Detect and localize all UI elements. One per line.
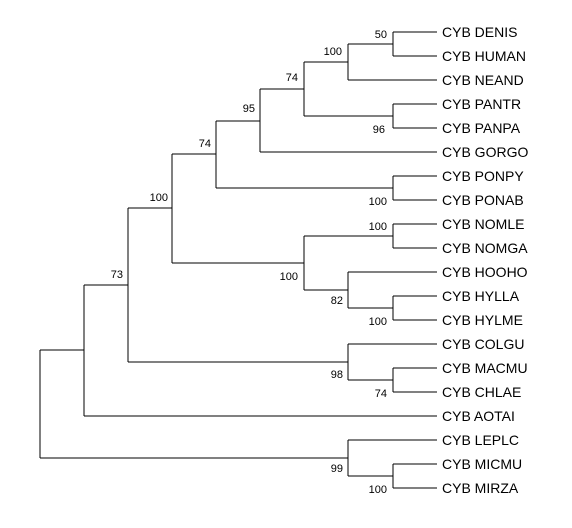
support-value-hooho-hylobates: 82: [331, 295, 343, 307]
support-value-homininae: 95: [243, 103, 255, 115]
taxon-label-ponab: CYB PONAB: [442, 192, 524, 208]
support-value-hylobatidae: 100: [280, 271, 298, 283]
taxon-label-ponpy: CYB PONPY: [442, 168, 524, 184]
taxon-label-neand: CYB NEAND: [442, 72, 524, 88]
taxon-label-human: CYB HUMAN: [442, 48, 526, 64]
support-value-homo-pan: 74: [286, 72, 298, 84]
support-value-hominoidea: 100: [150, 192, 168, 204]
taxon-label-panpa: CYB PANPA: [442, 120, 521, 136]
taxon-label-nomga: CYB NOMGA: [442, 240, 528, 256]
support-value-micmu-mirza: 100: [369, 484, 387, 496]
support-value-pan: 96: [373, 124, 385, 136]
support-value-modern-humans: 100: [324, 46, 342, 58]
taxon-label-gorgo: CYB GORGO: [442, 144, 528, 160]
taxon-label-micmu: CYB MICMU: [442, 456, 522, 472]
taxon-label-macmu: CYB MACMU: [442, 360, 528, 376]
tree-branches: [39, 31, 437, 489]
support-value-hylobates: 100: [369, 316, 387, 328]
support-value-macmu-chlae: 74: [375, 388, 387, 400]
taxon-label-colgu: CYB COLGU: [442, 336, 524, 352]
taxon-label-pantr: CYB PANTR: [442, 96, 521, 112]
support-value-nomascus: 100: [369, 221, 387, 233]
taxon-label-mirza: CYB MIRZA: [442, 480, 519, 496]
taxon-label-aotai: CYB AOTAI: [442, 408, 515, 424]
taxon-label-denis: CYB DENIS: [442, 24, 517, 40]
support-value-strepsirrhini: 99: [331, 463, 343, 475]
taxon-label-hylme: CYB HYLME: [442, 312, 523, 328]
support-value-denis-human: 50: [375, 29, 387, 41]
taxon-label-nomle: CYB NOMLE: [442, 216, 524, 232]
support-value-anthropoidea: 73: [111, 269, 123, 281]
taxon-label-chlae: CYB CHLAE: [442, 384, 521, 400]
taxon-label-hooho: CYB HOOHO: [442, 264, 528, 280]
support-value-pongo: 100: [369, 196, 387, 208]
taxon-label-hylla: CYB HYLLA: [442, 288, 520, 304]
support-value-hominidae: 74: [199, 138, 211, 150]
support-value-cercopithecidae: 98: [331, 369, 343, 381]
taxon-label-leplc: CYB LEPLC: [442, 432, 519, 448]
